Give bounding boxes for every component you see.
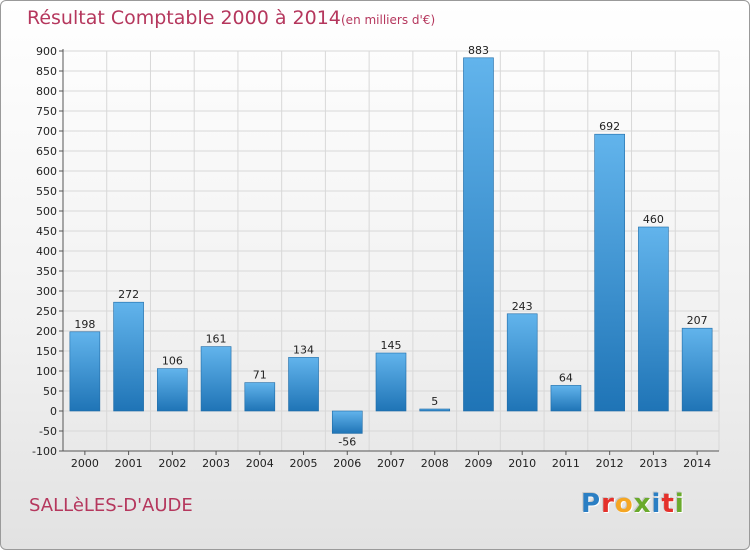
logo-letter: r <box>601 489 615 519</box>
logo-letter: i <box>674 489 685 519</box>
x-tick-label: 2011 <box>552 457 580 470</box>
y-tick-label: 50 <box>43 385 57 398</box>
data-label-2014: 207 <box>687 314 708 327</box>
bar-2006 <box>331 410 363 434</box>
x-tick-label: 2013 <box>639 457 667 470</box>
axes: -100 -50 0 50 100 150 200 250 300 350 400 450 500 550… <box>32 45 719 470</box>
y-tick-label: 400 <box>36 245 57 258</box>
x-tick-label: 2000 <box>71 457 99 470</box>
y-tick-label: 150 <box>36 345 57 358</box>
commune-name: SALLèLES-D'AUDE <box>29 495 193 516</box>
data-label-2012: 692 <box>599 120 620 133</box>
x-tick-label: 2007 <box>377 457 405 470</box>
x-tick-label: 2008 <box>421 457 449 470</box>
proxiti-logo: Proxiti <box>581 489 685 519</box>
bar-2002 <box>157 368 188 412</box>
bar-2014 <box>681 327 713 412</box>
y-tick-label: 900 <box>36 45 57 58</box>
data-label-2005: 134 <box>293 343 314 356</box>
y-tick-label: 500 <box>36 205 57 218</box>
bar-2000 <box>69 331 101 412</box>
data-label-2009: 883 <box>468 44 489 57</box>
y-tick-label: 250 <box>36 305 57 318</box>
y-tick-label: 700 <box>36 125 57 138</box>
bar-2008 <box>419 408 451 412</box>
bar-2013 <box>638 226 669 412</box>
data-label-2007: 145 <box>381 339 402 352</box>
y-tick-label: 850 <box>36 65 57 78</box>
y-tick-label: 650 <box>36 145 57 158</box>
y-tick-label: -100 <box>32 445 57 458</box>
bar-2012 <box>594 133 625 412</box>
y-tick-label: 0 <box>50 405 57 418</box>
logo-letter: P <box>581 489 602 519</box>
y-tick-label: 750 <box>36 105 57 118</box>
y-tick-label: 550 <box>36 185 57 198</box>
x-tick-label: 2005 <box>290 457 318 470</box>
x-tick-label: 2002 <box>158 457 186 470</box>
bar-2010 <box>506 313 538 412</box>
data-labels: 198 272 106 161 71 134 -56 145 5 883 243 64 692 460 20… <box>74 44 707 449</box>
y-tick-label: 300 <box>36 285 57 298</box>
bar-2004 <box>244 382 276 412</box>
y-tick-label: 350 <box>36 265 57 278</box>
bar-2011 <box>550 385 582 412</box>
data-label-2000: 198 <box>74 318 95 331</box>
data-label-2010: 243 <box>512 300 533 313</box>
logo-letter: t <box>661 489 675 519</box>
data-label-2003: 161 <box>206 333 227 346</box>
bar-2001 <box>113 301 144 412</box>
data-label-2002: 106 <box>162 355 183 368</box>
data-label-2004: 71 <box>253 369 267 382</box>
x-tick-label: 2012 <box>596 457 624 470</box>
x-tick-label: 2014 <box>683 457 711 470</box>
y-tick-label: 450 <box>36 225 57 238</box>
data-label-2011: 64 <box>559 371 573 384</box>
data-label-2001: 272 <box>118 288 139 301</box>
x-tick-label: 2006 <box>333 457 361 470</box>
y-tick-label: 200 <box>36 325 57 338</box>
data-label-2006: -56 <box>338 435 356 448</box>
y-tick-label: 600 <box>36 165 57 178</box>
bar-2007 <box>375 352 407 412</box>
chart-title: Résultat Comptable 2000 à 2014 <box>27 7 341 29</box>
logo-letter: o <box>614 489 634 519</box>
bar-2009 <box>463 57 494 412</box>
chart-unit: (en milliers d'€) <box>341 13 436 27</box>
x-tick-label: 2004 <box>246 457 274 470</box>
x-tick-label: 2009 <box>464 457 492 470</box>
logo-letter: x <box>633 489 652 519</box>
logo-letter: i <box>651 489 662 519</box>
x-tick-label: 2003 <box>202 457 230 470</box>
data-label-2008: 5 <box>431 395 438 408</box>
x-tick-label: 2010 <box>508 457 536 470</box>
bar-2005 <box>288 357 319 412</box>
data-label-2013: 460 <box>643 213 664 226</box>
bar-2003 <box>200 346 232 412</box>
x-tick-label: 2001 <box>115 457 143 470</box>
y-tick-label: 100 <box>36 365 57 378</box>
bars <box>69 57 713 434</box>
y-tick-label: -50 <box>39 425 57 438</box>
y-tick-label: 800 <box>36 85 57 98</box>
